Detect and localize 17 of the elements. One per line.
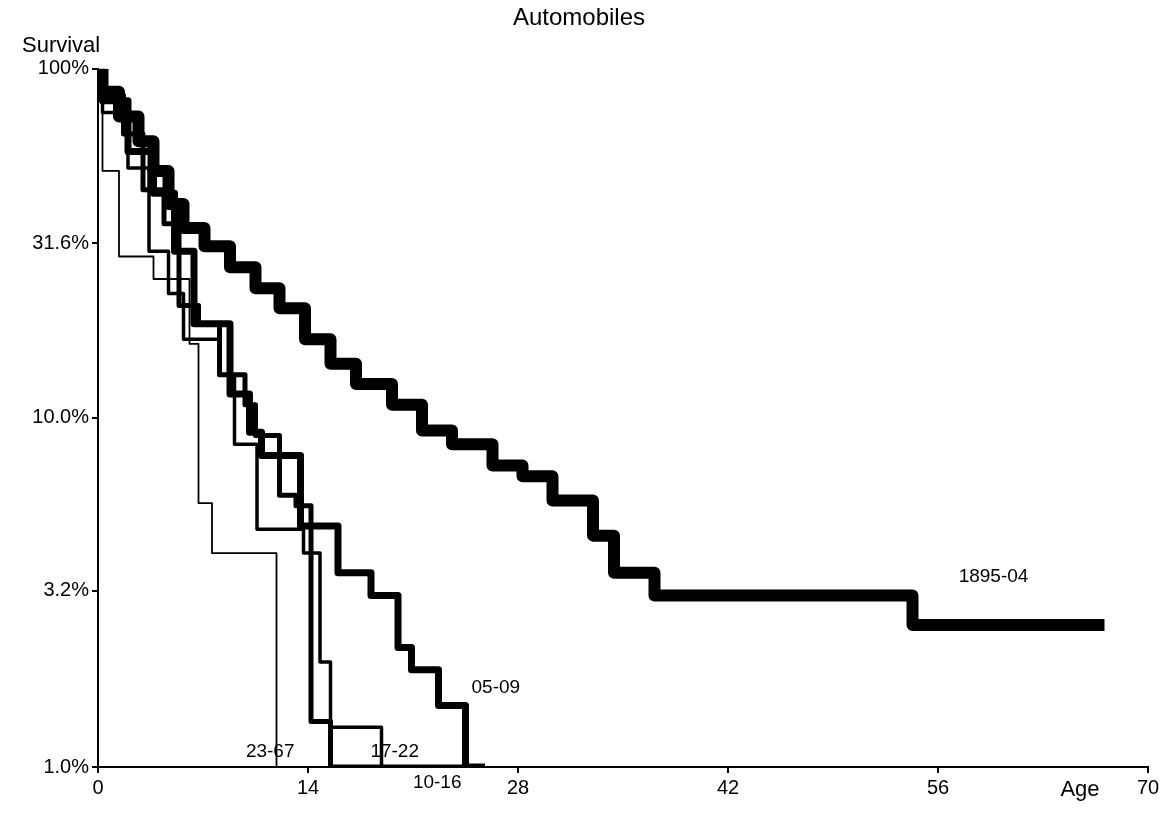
chart-title: Automobiles: [512, 3, 646, 31]
x-tick-label: 42: [716, 775, 740, 798]
x-tick-label: 0: [92, 775, 104, 798]
y-tick-label: 31.6%: [32, 230, 90, 253]
y-tick-label: 100%: [37, 56, 90, 79]
series-label: 05-09: [471, 676, 521, 698]
x-tick-label: 14: [296, 775, 320, 798]
y-tick-label: 3.2%: [43, 578, 90, 601]
x-axis-title: Age: [1060, 776, 1100, 802]
text: 1895-04: [958, 565, 1029, 587]
y-axis-title: Survival: [22, 31, 101, 57]
x-tick-label: 70: [1136, 775, 1160, 798]
x-tick-label: 56: [926, 775, 950, 798]
x-tick-label: 28: [506, 775, 530, 798]
series-label: 10-16: [412, 770, 462, 792]
y-tick-label: 1.0%: [43, 754, 90, 777]
y-tick-label: 10.0%: [32, 405, 90, 428]
